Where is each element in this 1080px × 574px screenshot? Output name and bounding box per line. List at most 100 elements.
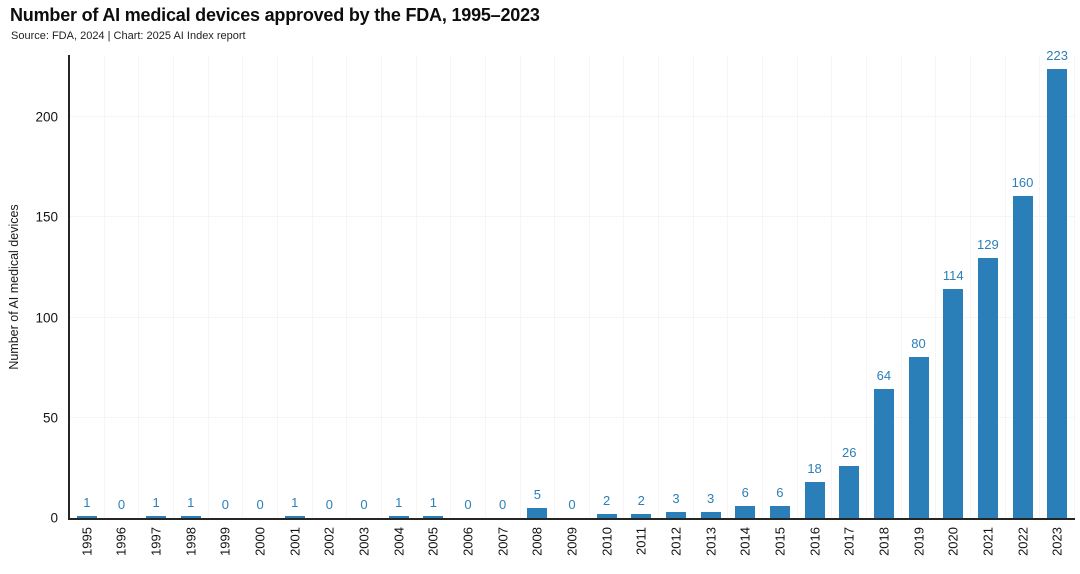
y-axis-tick-label: 200	[35, 109, 58, 125]
bar-value-label: 0	[221, 497, 230, 512]
x-axis-tick-label: 2006	[460, 527, 476, 556]
bar	[388, 516, 409, 518]
y-axis-tick-label: 50	[42, 410, 58, 426]
bar-column: 1 1998	[174, 55, 209, 556]
bar	[943, 288, 964, 518]
bar	[735, 505, 756, 518]
bar-column: 80 2019	[902, 55, 937, 556]
x-axis-tick-label: 2011	[633, 527, 649, 555]
bar-value-label: 0	[499, 497, 507, 512]
bar-column: 2 2011	[624, 55, 660, 555]
bar-column: 160 2022	[1006, 55, 1041, 556]
bar-value-label: 2	[637, 492, 645, 508]
bar-column: 1 2004	[382, 55, 417, 556]
bar-value-label: 2	[603, 492, 611, 508]
x-axis-tick-label: 1999	[217, 527, 233, 556]
bar-value-label: 3	[672, 490, 680, 506]
gridline-horizontal	[70, 316, 1075, 318]
bar	[977, 258, 998, 518]
x-axis-tick-label: 2008	[529, 527, 545, 556]
x-axis-tick-label: 2017	[841, 527, 857, 556]
x-axis-tick-label: 2020	[945, 527, 961, 556]
bar-value-label: 1	[395, 495, 403, 510]
bar-column: 114 2020	[936, 55, 972, 556]
bar-value-label: 1	[187, 495, 195, 510]
bar-value-label: 1	[429, 495, 437, 510]
x-axis-tick-label: 2021	[980, 527, 996, 556]
bar	[1012, 195, 1033, 518]
x-axis-tick-label: 2004	[391, 527, 407, 556]
bar-value-label: 80	[911, 335, 926, 351]
bar-value-label: 6	[741, 484, 749, 500]
bar-column: 0 1999	[209, 55, 244, 556]
bar-column: 223 2023	[1040, 48, 1075, 556]
bar-column: 1 1995	[70, 55, 105, 556]
bar-column: 64 2018	[867, 55, 902, 556]
bar-value-label: 0	[117, 497, 126, 512]
bar-column: 18 2016	[798, 55, 833, 556]
y-axis-tick-label: 150	[35, 209, 58, 225]
bar	[804, 481, 825, 518]
bar	[596, 513, 617, 518]
bar	[769, 505, 790, 518]
bar	[527, 507, 548, 518]
bar-value-label: 64	[876, 368, 892, 384]
bar-value-label: 129	[976, 237, 999, 253]
bar	[908, 356, 929, 518]
chart-title: Number of AI medical devices approved by…	[10, 5, 540, 25]
y-axis-tick-label: 0	[50, 510, 58, 526]
x-axis-tick-label: 1997	[148, 527, 164, 556]
x-axis-tick-label: 2015	[772, 527, 788, 556]
bar-value-label: 26	[841, 444, 857, 460]
x-axis-tick-label: 2007	[495, 527, 511, 556]
bar-value-label: 5	[533, 486, 541, 502]
bar-value-label: 1	[152, 495, 160, 510]
bar-column: 0 2006	[451, 55, 486, 556]
bar-column: 0 2002	[313, 55, 348, 556]
bar-column: 0 1996	[105, 55, 140, 556]
x-axis-tick-label: 2019	[911, 527, 927, 556]
bar-column: 6 2014	[728, 55, 764, 556]
bar-column: 1 2005	[417, 55, 452, 556]
bar	[423, 516, 444, 518]
bar	[700, 511, 721, 518]
bar	[665, 511, 686, 518]
plot-area: 0 50 100 150 200 1 1995 0 1996 1 1997 1 1998 0 1999 0 20…	[35, 48, 1075, 556]
x-axis-tick-label: 2009	[564, 527, 580, 556]
x-axis-tick-label: 2023	[1049, 527, 1065, 556]
bar-value-label: 3	[706, 490, 715, 506]
bar	[146, 516, 167, 518]
bar-column: 0 2000	[243, 55, 278, 556]
bar-value-label: 0	[325, 497, 334, 512]
bar-value-label: 0	[568, 497, 576, 512]
x-axis-tick-label: 2018	[876, 527, 892, 556]
x-axis-tick-label: 2002	[321, 527, 337, 556]
bar-column: 2 2010	[590, 55, 625, 556]
x-axis-tick-label: 2001	[287, 527, 303, 556]
bar-column: 6 2015	[763, 55, 798, 556]
y-axis-title: Number of AI medical devices	[7, 204, 21, 370]
gridline-horizontal	[70, 216, 1075, 218]
bar-column: 129 2021	[971, 55, 1006, 556]
chart-subtitle: Source: FDA, 2024 | Chart: 2025 AI Index…	[11, 30, 246, 42]
bar-column: 5 2008	[521, 55, 556, 556]
x-axis-tick-label: 2005	[425, 527, 441, 556]
gridline-horizontal	[70, 116, 1075, 118]
bar-column: 0 2003	[347, 55, 382, 556]
x-axis-tick-label: 1996	[113, 527, 129, 556]
bar-value-label: 0	[256, 497, 264, 512]
bar-column: 26 2017	[832, 55, 868, 556]
gridline-horizontal	[70, 416, 1075, 418]
bar-value-label: 18	[807, 460, 822, 476]
bar-value-label: 1	[291, 495, 299, 510]
y-axis-tick-label: 100	[35, 310, 58, 326]
bar	[839, 465, 860, 518]
x-axis-tick-label: 1998	[183, 527, 199, 556]
bar-value-label: 114	[942, 267, 964, 283]
x-axis-tick-label: 2012	[668, 527, 684, 556]
bar	[1047, 69, 1068, 518]
bar-column: 3 2012	[659, 55, 694, 556]
x-axis-tick-label: 2013	[703, 527, 719, 556]
x-axis-tick-label: 1995	[79, 527, 95, 556]
